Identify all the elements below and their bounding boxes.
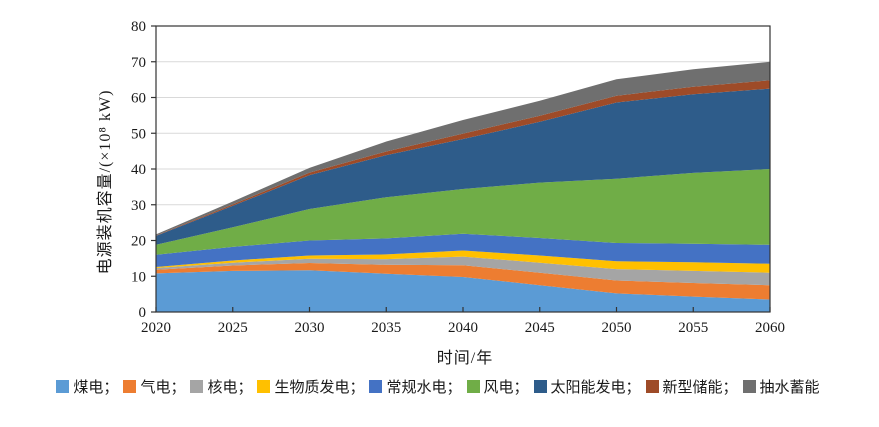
x-tick-label: 2060 <box>755 320 785 336</box>
legend-label: 抽水蓄能 <box>759 380 820 396</box>
legend-item: 常规水电； <box>369 376 462 397</box>
area-series <box>156 250 770 273</box>
legend-swatch <box>257 380 271 393</box>
legend-item: 风电； <box>466 376 529 397</box>
legend-swatch <box>369 380 383 393</box>
legend-item: 太阳能发电； <box>533 376 641 397</box>
chart-legend: 煤电； 气电； 核电； 生物质发电； 常规水电； 风电； 太阳能发电； 新型储能； 抽水蓄能 <box>0 376 879 397</box>
legend-label: 风电； <box>483 380 529 396</box>
legend-item: 核电； <box>190 376 252 397</box>
legend-swatch <box>466 380 480 393</box>
x-axis-title: 时间/年 <box>436 350 494 367</box>
area-series <box>156 270 770 312</box>
area-series <box>156 233 770 267</box>
y-tick-label: 50 <box>131 126 146 142</box>
x-tick-label: 2055 <box>678 320 708 336</box>
y-tick-label: 80 <box>131 19 146 35</box>
legend-label: 气电； <box>140 380 186 396</box>
legend-label: 太阳能发电； <box>550 380 641 396</box>
legend-item: 新型储能； <box>645 376 738 397</box>
x-tick-label: 2030 <box>295 320 325 336</box>
y-tick-label: 40 <box>131 162 146 178</box>
x-tick-label: 2025 <box>218 320 248 336</box>
area-series <box>156 256 770 286</box>
legend-swatch <box>190 380 204 393</box>
y-tick-label: 70 <box>131 55 146 71</box>
legend-swatch <box>645 380 659 393</box>
x-tick-label: 2045 <box>525 320 555 336</box>
legend-label: 煤电； <box>73 380 119 396</box>
y-tick-label: 0 <box>139 305 147 321</box>
legend-label: 生物质发电； <box>274 380 365 396</box>
y-axis-title: 电源装机容量/(×10⁸ kW) <box>97 89 114 275</box>
legend-swatch <box>123 380 137 393</box>
area-series <box>156 169 770 255</box>
area-series <box>156 88 770 245</box>
legend-label: 核电； <box>207 380 253 396</box>
legend-item: 煤电； <box>56 376 118 397</box>
legend-item: 气电； <box>123 376 185 397</box>
x-tick-label: 2040 <box>448 320 478 336</box>
x-tick-label: 2035 <box>371 320 401 336</box>
area-series <box>156 263 770 300</box>
legend-label: 常规水电； <box>386 380 462 396</box>
legend-swatch <box>742 380 756 393</box>
legend-item: 抽水蓄能 <box>742 376 820 397</box>
y-tick-label: 60 <box>131 91 146 107</box>
y-tick-label: 10 <box>131 269 146 285</box>
legend-swatch <box>533 380 547 393</box>
y-tick-label: 30 <box>131 198 146 214</box>
y-tick-label: 20 <box>131 234 146 250</box>
x-tick-label: 2020 <box>141 320 171 336</box>
legend-label: 新型储能； <box>662 380 738 396</box>
area-series <box>156 61 770 236</box>
x-tick-label: 2050 <box>602 320 632 336</box>
legend-item: 生物质发电； <box>257 376 364 397</box>
legend-swatch <box>56 380 70 393</box>
